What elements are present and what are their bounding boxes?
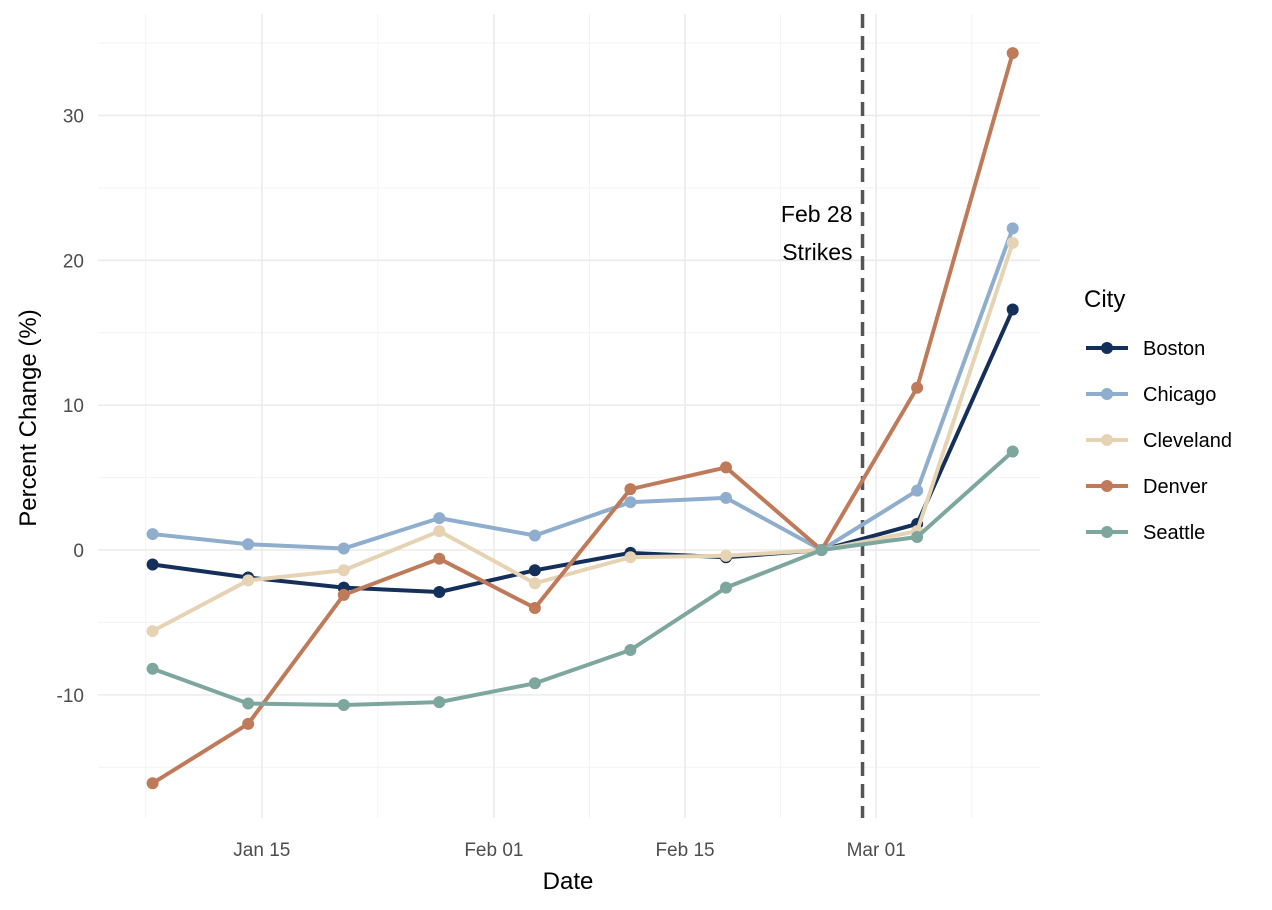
legend-label: Denver xyxy=(1143,476,1208,498)
data-point xyxy=(433,586,446,599)
data-point xyxy=(146,558,159,571)
series-line xyxy=(150,51,1015,786)
data-point xyxy=(720,491,732,504)
y-tick-label: 20 xyxy=(63,251,84,272)
series-seattle xyxy=(146,445,1019,712)
annotation-text: Feb 28 xyxy=(781,201,853,227)
data-point xyxy=(1006,47,1019,60)
data-point xyxy=(720,461,732,474)
x-axis-ticks: Jan 15 Feb 01 Feb 15 Mar 01 xyxy=(233,840,905,861)
data-point xyxy=(146,662,159,675)
data-point xyxy=(146,528,159,541)
data-point xyxy=(1006,222,1019,235)
legend-swatch-point xyxy=(1101,388,1113,400)
data-point xyxy=(433,512,446,525)
data-point xyxy=(911,484,924,497)
data-point xyxy=(337,699,350,712)
data-point xyxy=(242,574,255,587)
x-tick-label: Feb 15 xyxy=(655,840,714,861)
x-axis-title: Date xyxy=(543,868,594,895)
y-tick-label: 30 xyxy=(63,106,84,127)
data-point xyxy=(624,496,637,509)
legend-item-chicago: Chicago xyxy=(1086,384,1216,406)
data-point xyxy=(337,588,350,601)
data-point xyxy=(146,625,159,638)
data-point xyxy=(624,551,637,564)
series-boston xyxy=(146,303,1019,599)
data-point xyxy=(911,530,924,543)
x-tick-label: Feb 01 xyxy=(464,840,523,861)
data-point xyxy=(528,529,541,542)
grid xyxy=(98,14,1040,818)
legend-title: City xyxy=(1084,286,1125,313)
legend-swatch-point xyxy=(1101,434,1113,446)
series-chicago xyxy=(146,222,1019,556)
y-axis-ticks: -10 0 10 20 30 xyxy=(57,106,84,706)
data-point xyxy=(624,483,637,496)
data-point xyxy=(1006,445,1019,458)
data-point xyxy=(1006,303,1019,316)
annotation-text: Strikes xyxy=(782,239,852,265)
legend-label: Seattle xyxy=(1143,522,1205,544)
data-point xyxy=(433,552,446,565)
data-point xyxy=(1006,236,1019,249)
x-tick-label: Mar 01 xyxy=(847,840,906,861)
data-point xyxy=(720,549,732,562)
legend-item-denver: Denver xyxy=(1086,476,1208,498)
legend-swatch-point xyxy=(1101,526,1113,538)
data-point xyxy=(146,777,159,790)
data-point xyxy=(528,677,541,690)
data-point xyxy=(720,581,732,594)
data-point xyxy=(242,697,255,710)
data-point xyxy=(433,696,446,709)
series-line xyxy=(150,449,1015,708)
data-point xyxy=(242,717,255,730)
series-denver xyxy=(146,47,1019,790)
y-tick-label: -10 xyxy=(57,686,84,707)
legend-swatch-point xyxy=(1101,480,1113,492)
x-tick-label: Jan 15 xyxy=(233,840,290,861)
legend-item-boston: Boston xyxy=(1086,338,1205,360)
series-lines xyxy=(146,47,1019,790)
legend-swatch-point xyxy=(1101,342,1113,354)
data-point xyxy=(528,601,541,614)
y-axis-title: Percent Change (%) xyxy=(15,309,42,526)
data-point xyxy=(528,564,541,577)
data-point xyxy=(911,381,924,394)
annotation: Feb 28 Strikes xyxy=(781,14,865,818)
series-line xyxy=(150,226,1015,552)
data-point xyxy=(433,525,446,538)
data-point xyxy=(242,538,255,551)
y-tick-label: 0 xyxy=(73,541,84,562)
legend-item-seattle: Seattle xyxy=(1086,522,1205,544)
data-point xyxy=(624,643,637,656)
legend-label: Boston xyxy=(1143,338,1205,360)
legend-label: Cleveland xyxy=(1143,430,1232,452)
data-point xyxy=(528,577,541,590)
legend-item-cleveland: Cleveland xyxy=(1086,430,1232,452)
data-point xyxy=(337,542,350,555)
y-tick-label: 10 xyxy=(63,396,84,417)
series-line xyxy=(150,307,1015,595)
data-point xyxy=(815,544,828,556)
series-line xyxy=(150,240,1015,634)
legend-label: Chicago xyxy=(1143,384,1216,406)
legend: City Boston Chicago Cleveland Denver Seattle xyxy=(1084,286,1232,544)
data-point xyxy=(337,564,350,577)
